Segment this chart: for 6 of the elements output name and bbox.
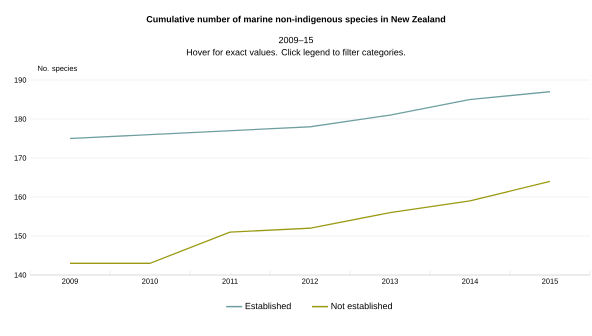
chart-subtitle: 2009–15 [279,36,314,44]
legend-label: Not established [331,302,392,310]
legend-label: Established [246,302,291,310]
chart-title: Cumulative number of marine non-indigenous species in New Zealand [146,16,446,24]
text: Hover for exact values. Click legend to filter categories. [186,48,405,58]
line-series [69,180,551,264]
